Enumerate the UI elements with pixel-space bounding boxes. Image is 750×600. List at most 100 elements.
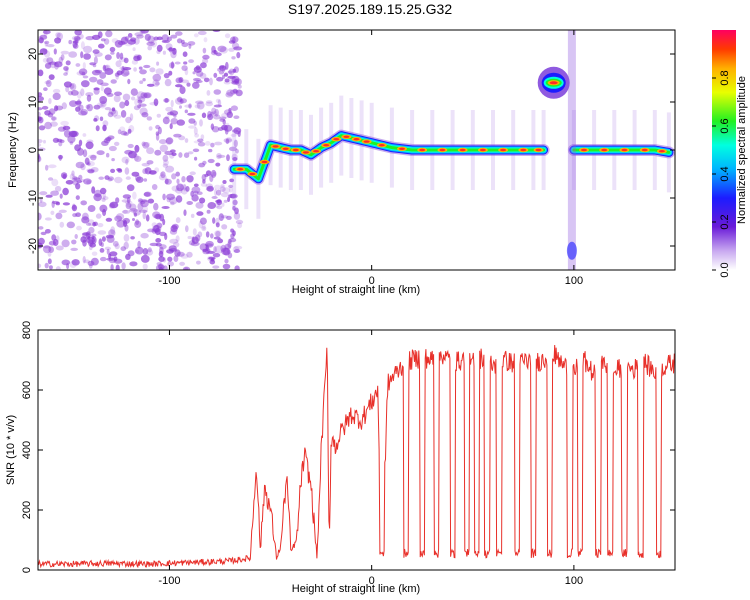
- noise-blob: [80, 88, 85, 97]
- noise-blob: [87, 219, 95, 227]
- noise-blob: [65, 180, 74, 185]
- noise-blob: [219, 46, 228, 54]
- ridge-peak: [520, 148, 527, 152]
- snr-y-label: SNR (10 * v/v): [5, 415, 17, 485]
- noise-blob: [142, 248, 149, 255]
- ridge-peak: [439, 148, 446, 152]
- noise-blob: [233, 115, 240, 119]
- noise-blob: [159, 144, 169, 153]
- noise-blob: [217, 99, 222, 107]
- noise-blob: [49, 121, 58, 127]
- noise-blob: [147, 45, 152, 51]
- noise-blob: [127, 250, 135, 257]
- noise-blob: [144, 33, 151, 41]
- noise-blob: [44, 121, 52, 130]
- noise-blob: [106, 152, 110, 158]
- noise-blob: [225, 138, 230, 145]
- noise-blob: [178, 135, 186, 141]
- noise-blob: [38, 116, 44, 124]
- noise-blob: [181, 42, 189, 48]
- noise-blob: [122, 93, 131, 102]
- noise-blob: [98, 43, 105, 49]
- noise-blob: [47, 258, 52, 265]
- noise-blob: [201, 112, 207, 119]
- noise-blob: [139, 107, 148, 116]
- noise-blob: [103, 87, 112, 95]
- noise-blob: [162, 154, 169, 162]
- noise-blob: [192, 71, 196, 75]
- noise-blob: [106, 248, 110, 255]
- noise-blob: [134, 155, 142, 162]
- noise-blob: [146, 249, 154, 256]
- noise-blob: [143, 192, 151, 197]
- noise-blob: [162, 218, 166, 226]
- noise-blob: [68, 130, 78, 138]
- noise-blob: [179, 105, 182, 109]
- noise-blob: [147, 228, 155, 233]
- noise-blob: [63, 81, 72, 88]
- noise-blob: [188, 125, 197, 129]
- ridge-peak: [601, 148, 608, 152]
- noise-blob: [60, 50, 70, 55]
- noise-blob: [215, 98, 220, 103]
- noise-blob: [105, 30, 113, 38]
- noise-blob: [69, 83, 75, 89]
- noise-blob: [214, 141, 223, 146]
- noise-blob: [50, 116, 58, 121]
- noise-blob: [188, 103, 192, 109]
- noise-blob: [237, 84, 242, 89]
- noise-blob: [184, 138, 189, 143]
- noise-blob: [199, 119, 203, 127]
- noise-blob: [125, 43, 133, 47]
- noise-blob: [156, 61, 160, 66]
- noise-blob: [164, 178, 172, 185]
- noise-blob: [177, 96, 183, 103]
- noise-blob: [156, 113, 161, 118]
- noise-blob: [229, 89, 239, 95]
- y-tick-label: 400: [21, 441, 33, 459]
- noise-blob: [85, 141, 94, 150]
- noise-blob: [59, 139, 65, 144]
- colorbar-gradient: [712, 30, 736, 270]
- noise-blob: [136, 34, 144, 39]
- noise-blob: [216, 153, 222, 160]
- noise-blob: [80, 163, 86, 171]
- noise-blob: [100, 187, 107, 195]
- noise-blob: [200, 62, 207, 69]
- noise-blob: [187, 112, 196, 116]
- noise-blob: [123, 234, 130, 242]
- noise-blob: [188, 240, 196, 246]
- snr-series-line: [38, 344, 675, 569]
- noise-blob: [162, 50, 166, 55]
- noise-blob: [115, 197, 120, 204]
- ridge-peak: [261, 160, 268, 164]
- noise-blob: [161, 206, 170, 209]
- noise-blob: [81, 216, 90, 224]
- noise-blob: [99, 100, 106, 109]
- noise-blob: [114, 91, 122, 96]
- noise-blob: [181, 176, 186, 183]
- noise-blob: [101, 197, 106, 202]
- noise-blob: [223, 199, 228, 203]
- noise-blob: [78, 68, 88, 76]
- noise-blob: [228, 68, 235, 76]
- noise-blob: [38, 125, 46, 131]
- noise-blob: [135, 219, 140, 226]
- noise-blob: [199, 197, 206, 204]
- noise-blob: [121, 156, 130, 164]
- noise-blob: [120, 130, 128, 136]
- noise-blob: [101, 236, 106, 242]
- colorbar-tick-label: 0.4: [719, 166, 731, 181]
- noise-blob: [222, 180, 227, 184]
- noise-blob: [216, 205, 223, 210]
- y-tick-label: 0: [21, 567, 33, 573]
- noise-blob: [48, 265, 53, 270]
- ridge-peak: [282, 147, 289, 150]
- noise-blob: [50, 60, 57, 69]
- noise-blob: [139, 199, 148, 203]
- noise-blob: [200, 134, 205, 140]
- noise-blob: [223, 72, 229, 77]
- noise-blob: [232, 68, 237, 73]
- noise-blob: [218, 213, 224, 222]
- noise-blob: [48, 98, 52, 105]
